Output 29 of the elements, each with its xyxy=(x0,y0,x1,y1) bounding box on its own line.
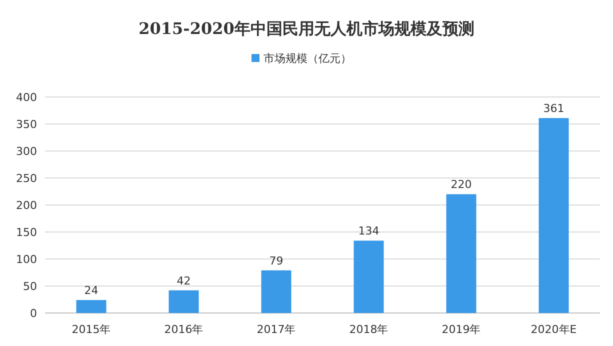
x-tick-label: 2019年 xyxy=(442,323,481,336)
y-tick-label: 350 xyxy=(16,118,37,131)
y-tick-label: 50 xyxy=(23,280,37,293)
data-label: 79 xyxy=(269,254,284,268)
x-tick-label: 2017年 xyxy=(256,323,296,336)
x-tick-label: 2016年 xyxy=(164,323,204,336)
bar xyxy=(446,194,476,313)
y-tick-label: 400 xyxy=(16,91,37,104)
data-label: 220 xyxy=(450,178,472,192)
bar xyxy=(168,290,199,313)
y-tick-label: 100 xyxy=(16,253,37,266)
x-tick-label: 2020年E xyxy=(530,323,577,336)
y-tick-label: 150 xyxy=(16,226,37,239)
data-label: 42 xyxy=(176,274,191,288)
bar xyxy=(538,118,569,313)
data-label: 24 xyxy=(84,284,98,298)
x-tick-label: 2015年 xyxy=(72,323,111,336)
y-tick-label: 250 xyxy=(16,172,37,185)
bar xyxy=(76,300,106,313)
legend-label: 市场规模（亿元） xyxy=(264,52,352,65)
bar xyxy=(261,270,292,313)
y-tick-label: 0 xyxy=(30,307,37,320)
y-tick-label: 300 xyxy=(16,145,37,158)
chart-title: 2015-2020年中国民用无人机市场规模及预测 xyxy=(138,19,474,38)
data-label: 134 xyxy=(358,224,380,238)
x-tick-label: 2018年 xyxy=(349,323,388,336)
y-tick-label: 200 xyxy=(16,199,37,212)
data-label: 361 xyxy=(543,102,564,116)
bar xyxy=(354,240,384,313)
